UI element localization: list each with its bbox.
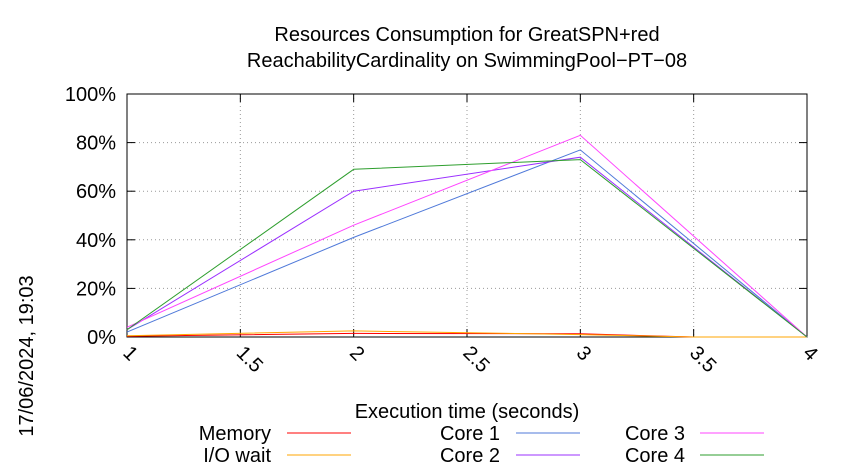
legend-label-core-2: Core 2 [440,445,500,467]
legend-label-memory: Memory [199,423,271,445]
y-axis: 0% 20% 40% 60% 80% 100% [65,84,807,349]
legend-label-i-o-wait: I/O wait [203,445,271,467]
timestamp-label: 17/06/2024, 19:03 [16,275,38,436]
y-tick-label: 40% [76,230,116,252]
x-tick-label: 2 [345,342,368,365]
y-tick-label: 60% [76,181,116,203]
series-line-core-4 [126,159,808,338]
x-tick-label: 3 [572,342,595,365]
series-lines [126,134,808,338]
chart-title: Resources Consumption for GreatSPN+red [274,24,659,46]
series-line-core-1 [126,149,808,338]
series-line-core-2 [126,156,808,338]
x-tick-label: 1.5 [232,342,267,377]
y-tick-label: 20% [76,278,116,300]
legend-label-core-3: Core 3 [625,423,685,445]
x-tick-label: 3.5 [685,342,720,377]
series-line-i-o-wait [126,330,807,338]
legend-label-core-4: Core 4 [625,445,685,467]
x-tick-label: 2.5 [458,342,493,377]
y-tick-label: 0% [87,327,116,349]
x-axis-label: Execution time (seconds) [355,401,580,423]
y-tick-label: 80% [76,133,116,155]
y-tick-label: 100% [65,84,116,106]
series-line-core-3 [126,134,808,338]
legend-label-core-1: Core 1 [440,423,500,445]
grid [127,94,807,337]
x-tick-label: 1 [118,342,141,365]
chart-subtitle: ReachabilityCardinality on SwimmingPool−… [247,50,687,72]
x-tick-label: 4 [798,342,821,365]
